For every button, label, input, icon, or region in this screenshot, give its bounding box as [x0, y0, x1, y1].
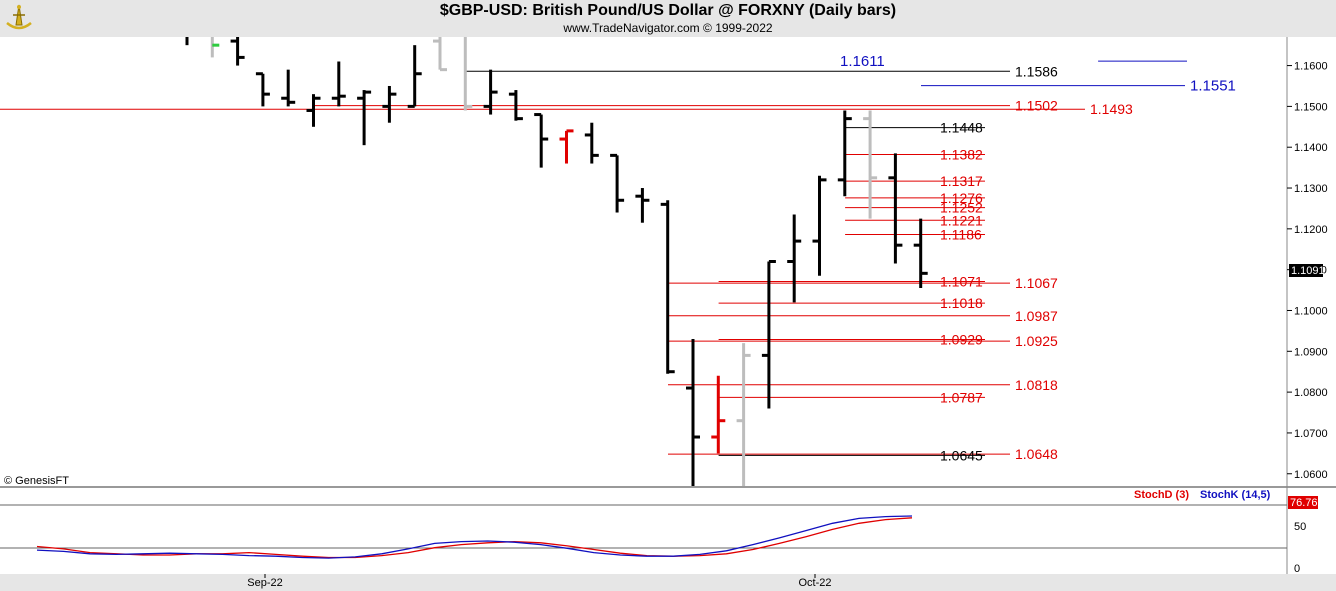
stoch-tick-0: 0 [1294, 563, 1300, 575]
price-tick-label: 1.0600 [1294, 469, 1328, 481]
last-price-label: 1.1091 [1291, 265, 1325, 277]
price-tick-label: 1.1500 [1294, 101, 1328, 113]
stoch-k-legend: StochK (14,5) [1200, 489, 1271, 501]
level-label: 1.0925 [1015, 333, 1058, 349]
level-label: 1.1448 [940, 120, 983, 136]
stoch-series-line [36, 515, 913, 559]
level-label: 1.0987 [1015, 308, 1058, 324]
date-tick-label: Sep-22 [247, 577, 282, 589]
date-axis: Sep-22 Oct-22 [247, 574, 832, 589]
level-label: 1.1276 [940, 190, 983, 206]
level-label: 1.0929 [940, 331, 983, 347]
stoch-tick-50: 50 [1294, 521, 1306, 533]
level-label: 1.1221 [940, 212, 983, 228]
stoch-last-value-label: 76.76 [1290, 497, 1318, 509]
price-tick-label: 1.1300 [1294, 183, 1328, 195]
level-label: 1.1551 [1190, 78, 1236, 95]
stoch-d-legend: StochD (3) [1134, 489, 1189, 501]
price-tick-label: 1.1400 [1294, 142, 1328, 154]
level-label: 1.1493 [1090, 101, 1133, 117]
tradenavigator-logo [4, 3, 34, 35]
level-label: 1.1186 [940, 227, 982, 243]
ohlc-bars [185, 37, 928, 486]
price-tick-label: 1.1200 [1294, 224, 1328, 236]
level-label: 1.1382 [940, 147, 983, 163]
copyright-label: © GenesisFT [4, 475, 69, 487]
last-price-box [1289, 264, 1323, 277]
price-tick-label: 1.1600 [1294, 61, 1328, 73]
level-label: 1.0818 [1015, 377, 1058, 393]
price-tick-label: 1.0700 [1294, 428, 1328, 440]
stochastic-panel [0, 488, 1287, 574]
level-label: 1.0648 [1015, 446, 1058, 462]
level-label: 1.1252 [940, 200, 983, 216]
level-label: 1.1071 [940, 274, 983, 290]
date-tick-label: Oct-22 [798, 577, 831, 589]
price-tick-label: 1.0800 [1294, 387, 1328, 399]
price-tick-label: 1.0900 [1294, 346, 1328, 358]
price-axis-panel [1287, 37, 1336, 486]
level-label: 1.0787 [940, 389, 983, 405]
chart-subtitle: www.TradeNavigator.com © 1999-2022 [563, 21, 773, 35]
support-resistance-levels: 1.1611 1.1586 1.1551 1.1502 1.1493 1.1448 1.13… [0, 53, 1236, 463]
level-label: 1.1067 [1015, 275, 1058, 291]
level-label: 1.1611 [840, 53, 885, 70]
level-label: 1.1018 [940, 295, 983, 311]
stochastic-lines [36, 515, 913, 559]
stoch-series-line [36, 517, 913, 559]
level-label: 1.1586 [1015, 63, 1058, 79]
chart-title: $GBP-USD: British Pound/US Dollar @ FORX… [439, 2, 897, 19]
stoch-last-value-box [1288, 496, 1318, 509]
level-label: 1.1317 [940, 173, 983, 189]
price-panel [0, 37, 1287, 486]
level-label: 1.1502 [1015, 98, 1058, 114]
level-label: 1.0645 [940, 447, 983, 463]
price-tick-label: 1.1000 [1294, 305, 1328, 317]
